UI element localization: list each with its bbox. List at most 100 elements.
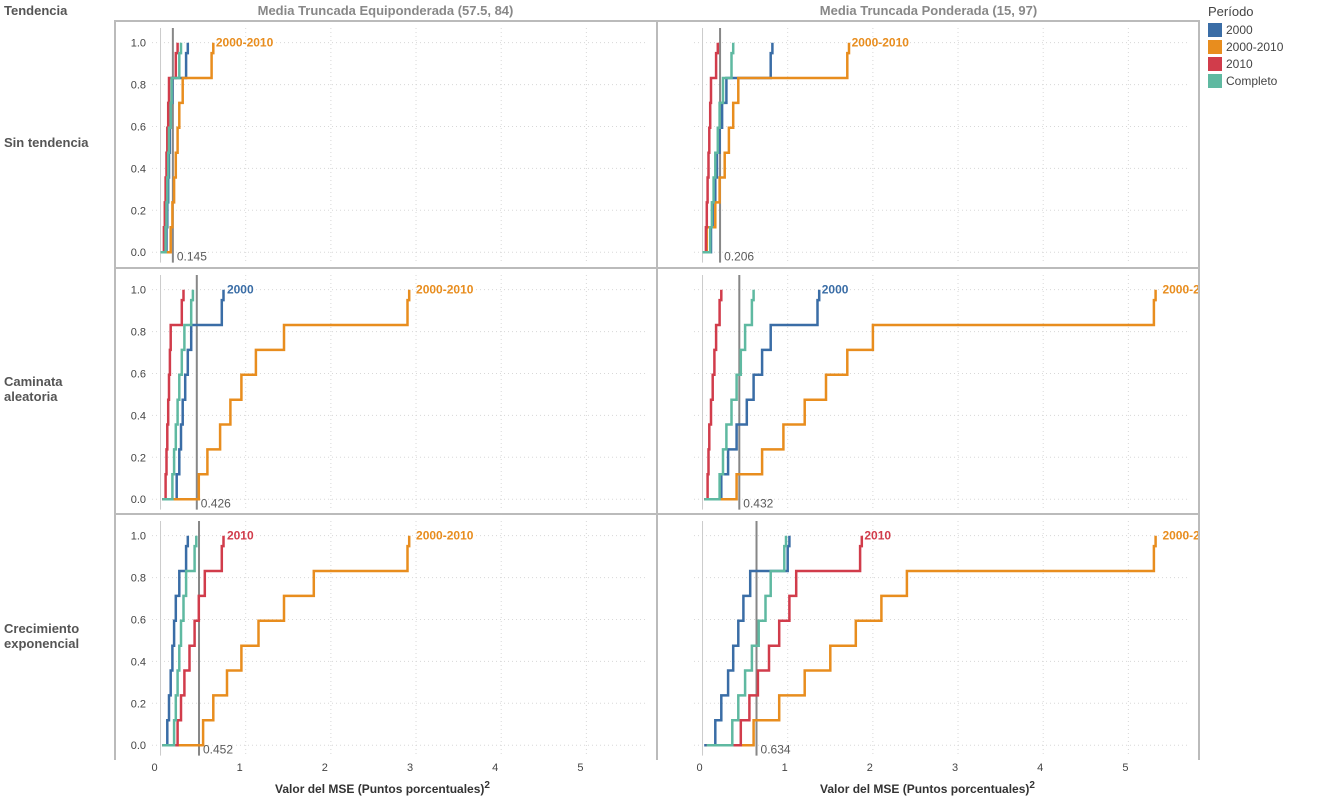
legend-label: 2010 xyxy=(1226,57,1253,71)
y-tick-label: 0.4 xyxy=(131,164,146,176)
row-panels: 0.1452000-20100.00.20.40.60.81.00.206200… xyxy=(114,20,1200,267)
series-line xyxy=(707,536,786,746)
y-tick-label: 0.8 xyxy=(131,573,146,585)
x-tick-label: 1 xyxy=(782,762,788,774)
series-annotation: 2000 xyxy=(227,282,254,296)
chart-grid: Sin tendencia0.1452000-20100.00.20.40.60… xyxy=(0,20,1200,760)
column-header: Media Truncada Ponderada (15, 97) xyxy=(657,3,1200,18)
x-tick-label: 5 xyxy=(577,762,583,774)
series-annotation: 2000-2010 xyxy=(1162,282,1198,296)
legend-label: 2000-2010 xyxy=(1226,40,1283,54)
series-line xyxy=(707,289,1156,499)
ref-label: 0.426 xyxy=(201,496,231,510)
y-tick-label: 0.0 xyxy=(131,741,146,753)
x-tick-label: 5 xyxy=(1122,762,1128,774)
x-tick-label: 3 xyxy=(407,762,413,774)
series-annotation: 2000-2010 xyxy=(416,282,474,296)
x-axis-row: 0 1 2 3 4 5 Valor del MSE (Puntos porcentuales… xyxy=(0,760,1200,804)
x-axis-pond: 012345Valor del MSE (Puntos porcentuales… xyxy=(655,760,1200,804)
series-annotation: 2000-2010 xyxy=(852,36,910,50)
y-tick-label: 0.2 xyxy=(131,452,146,464)
legend: Período 2000 2000-2010 2010 Completo xyxy=(1200,0,1325,804)
corner-label: Tendencia xyxy=(0,3,114,18)
panel-cam_pond: 0.432 2000 2000-2010 xyxy=(658,267,1200,514)
y-tick-label: 0.6 xyxy=(131,368,146,380)
x-tick-label: 3 xyxy=(952,762,958,774)
row-label: Crecimiento exponencial xyxy=(0,513,114,760)
series-line xyxy=(165,536,409,746)
x-axes: 0 1 2 3 4 5 Valor del MSE (Puntos porcentuales… xyxy=(110,760,1200,804)
series-annotation: 2000-2010 xyxy=(216,36,274,50)
series-line xyxy=(704,289,721,499)
legend-swatch xyxy=(1208,23,1222,37)
ref-label: 0.452 xyxy=(203,743,233,757)
header-row: Tendencia Media Truncada Equiponderada (… xyxy=(0,0,1200,20)
chart-row: Sin tendencia0.1452000-20100.00.20.40.60… xyxy=(0,20,1200,267)
x-tick-label: 4 xyxy=(492,762,498,774)
legend-swatch xyxy=(1208,57,1222,71)
legend-item[interactable]: 2010 xyxy=(1208,55,1325,72)
legend-item[interactable]: 2000 xyxy=(1208,21,1325,38)
chart-row: Crecimiento exponencial 0.452 2010 2000-201… xyxy=(0,513,1200,760)
panel-svg: 0.63420102000-2010 xyxy=(658,515,1198,760)
y-tick-label: 0.6 xyxy=(131,122,146,134)
legend-title: Período xyxy=(1208,4,1325,19)
panel-svg: 0.42620002000-20100.00.20.40.60.81.0 xyxy=(116,269,656,514)
panel-svg: 0.2062000-2010 xyxy=(658,22,1198,267)
series-line xyxy=(707,536,1156,746)
spacer xyxy=(0,760,110,804)
y-tick-label: 0.2 xyxy=(131,699,146,711)
series-annotation: 2000-2010 xyxy=(1162,529,1198,543)
ref-label: 0.145 xyxy=(177,250,207,264)
y-tick-label: 0.4 xyxy=(131,657,146,669)
row-label: Caminata aleatoria xyxy=(0,267,114,514)
series-annotation: 2000 xyxy=(822,282,849,296)
chart-area: Tendencia Media Truncada Equiponderada (… xyxy=(0,0,1200,804)
x-axis-title: Valor del MSE (Puntos porcentuales)2 xyxy=(110,780,655,796)
y-tick-label: 1.0 xyxy=(131,38,146,50)
panel-cam_equi: 0.42620002000-20100.00.20.40.60.81.0 xyxy=(114,267,658,514)
series-annotation: 2000-2010 xyxy=(416,529,474,543)
y-tick-label: 1.0 xyxy=(131,284,146,296)
series-line xyxy=(162,536,196,746)
legend-label: Completo xyxy=(1226,74,1277,88)
x-tick-label: 2 xyxy=(867,762,873,774)
panel-svg: 0.1452000-20100.00.20.40.60.81.0 xyxy=(116,22,656,267)
panel-sin_pond: 0.2062000-2010 xyxy=(658,20,1200,267)
series-line xyxy=(165,289,409,499)
panel-svg: 0.452 2010 2000-2010 0.0 0.2 0.4 0.6 0.8 1.0 xyxy=(116,515,656,760)
legend-swatch xyxy=(1208,74,1222,88)
legend-item[interactable]: Completo xyxy=(1208,72,1325,89)
row-panels: 0.42620002000-20100.00.20.40.60.81.00.43… xyxy=(114,267,1200,514)
y-tick-label: 1.0 xyxy=(131,531,146,543)
y-tick-label: 0.0 xyxy=(131,494,146,506)
ref-label: 0.432 xyxy=(743,496,773,510)
x-tick-label: 0 xyxy=(696,762,702,774)
x-tick-label: 0 xyxy=(151,762,157,774)
y-tick-label: 0.8 xyxy=(131,80,146,92)
panel-crec_equi: 0.452 2010 2000-2010 0.0 0.2 0.4 0.6 0.8 1.0 xyxy=(114,513,658,760)
x-tick-label: 2 xyxy=(322,762,328,774)
legend-swatch xyxy=(1208,40,1222,54)
x-tick-label: 4 xyxy=(1037,762,1043,774)
x-tick-label: 1 xyxy=(237,762,243,774)
series-line xyxy=(704,536,789,746)
column-header: Media Truncada Equiponderada (57.5, 84) xyxy=(114,3,657,18)
legend-items: 2000 2000-2010 2010 Completo xyxy=(1208,21,1325,89)
panel-sin_equi: 0.1452000-20100.00.20.40.60.81.0 xyxy=(114,20,658,267)
legend-item[interactable]: 2000-2010 xyxy=(1208,38,1325,55)
y-tick-label: 0.6 xyxy=(131,615,146,627)
row-label: Sin tendencia xyxy=(0,20,114,267)
panel-crec_pond: 0.63420102000-2010 xyxy=(658,513,1200,760)
y-tick-label: 0.4 xyxy=(131,410,146,422)
series-line xyxy=(703,43,850,253)
row-panels: 0.452 2010 2000-2010 0.0 0.2 0.4 0.6 0.8 1.0 0.63… xyxy=(114,513,1200,760)
panel-svg: 0.432 2000 2000-2010 xyxy=(658,269,1198,514)
ref-label: 0.634 xyxy=(761,743,791,757)
series-annotation: 2010 xyxy=(227,529,254,543)
root: Tendencia Media Truncada Equiponderada (… xyxy=(0,0,1325,804)
y-tick-label: 0.0 xyxy=(131,247,146,259)
series-line xyxy=(162,289,223,499)
chart-row: Caminata aleatoria 0.426 2000 2000-2010 0.0 0… xyxy=(0,267,1200,514)
column-headers: Media Truncada Equiponderada (57.5, 84)M… xyxy=(114,3,1200,18)
